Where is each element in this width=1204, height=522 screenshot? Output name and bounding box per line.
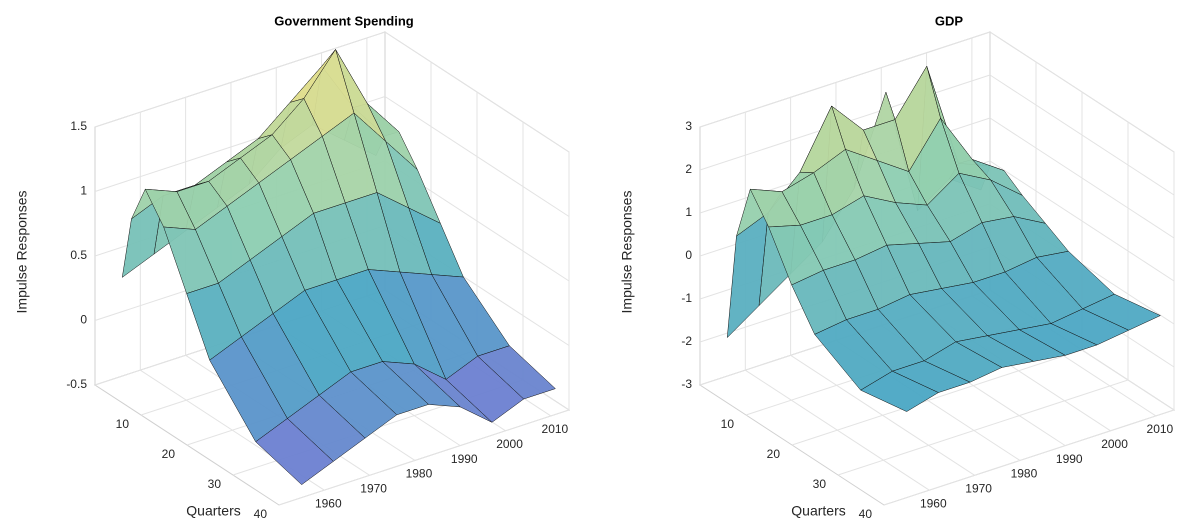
x-tick-label: 1980 [1011,467,1038,481]
z-tick-label: 1 [80,184,87,198]
grid-line [791,349,1083,446]
x-tick-label: 2010 [1147,422,1174,436]
z-tick-label: -3 [681,377,692,391]
z-tick-label: 1 [685,205,692,219]
z-axis-label: Impulse Responses [619,191,635,314]
grid-line [94,31,386,128]
grid-line [278,409,570,506]
y-tick-label: 20 [162,447,176,461]
y-axis-label: Quarters [791,503,845,519]
x-tick-label: 1980 [406,467,433,481]
x-tick-label: 1990 [451,452,478,466]
z-tick-label: 0 [685,248,692,262]
surface-cell [255,418,334,486]
grid-line [699,31,991,128]
z-tick-label: 2 [685,162,692,176]
z-tick-label: 0 [80,313,87,327]
z-tick-label: -0.5 [66,377,87,391]
y-tick-label: 20 [767,447,781,461]
x-tick-label: 1960 [315,496,342,510]
y-tick-label: 30 [813,477,827,491]
y-tick-label: 40 [254,507,268,521]
z-tick-label: 1.5 [70,119,87,133]
y-axis-label: Quarters [186,503,240,519]
z-tick-label: -1 [681,291,692,305]
grid-line [883,409,1175,506]
chart-title: GDP [935,13,964,28]
x-tick-label: 2000 [496,437,523,451]
z-tick-label: 0.5 [70,248,87,262]
x-tick-label: 1970 [360,481,387,495]
grid-line [837,379,1129,476]
chart-title: Government Spending [274,13,413,28]
surface-cell [860,370,939,412]
z-tick-label: -2 [681,334,692,348]
y-tick-label: 10 [116,417,130,431]
x-tick-label: 1960 [920,496,947,510]
y-tick-label: 10 [721,417,735,431]
x-tick-label: 2010 [542,422,569,436]
y-tick-label: 40 [859,507,873,521]
x-tick-label: 2000 [1101,437,1128,451]
z-tick-label: 3 [685,119,692,133]
x-tick-label: 1990 [1056,452,1083,466]
z-axis-label: Impulse Responses [14,191,30,314]
y-tick-label: 30 [208,477,222,491]
x-tick-label: 1970 [965,481,992,495]
